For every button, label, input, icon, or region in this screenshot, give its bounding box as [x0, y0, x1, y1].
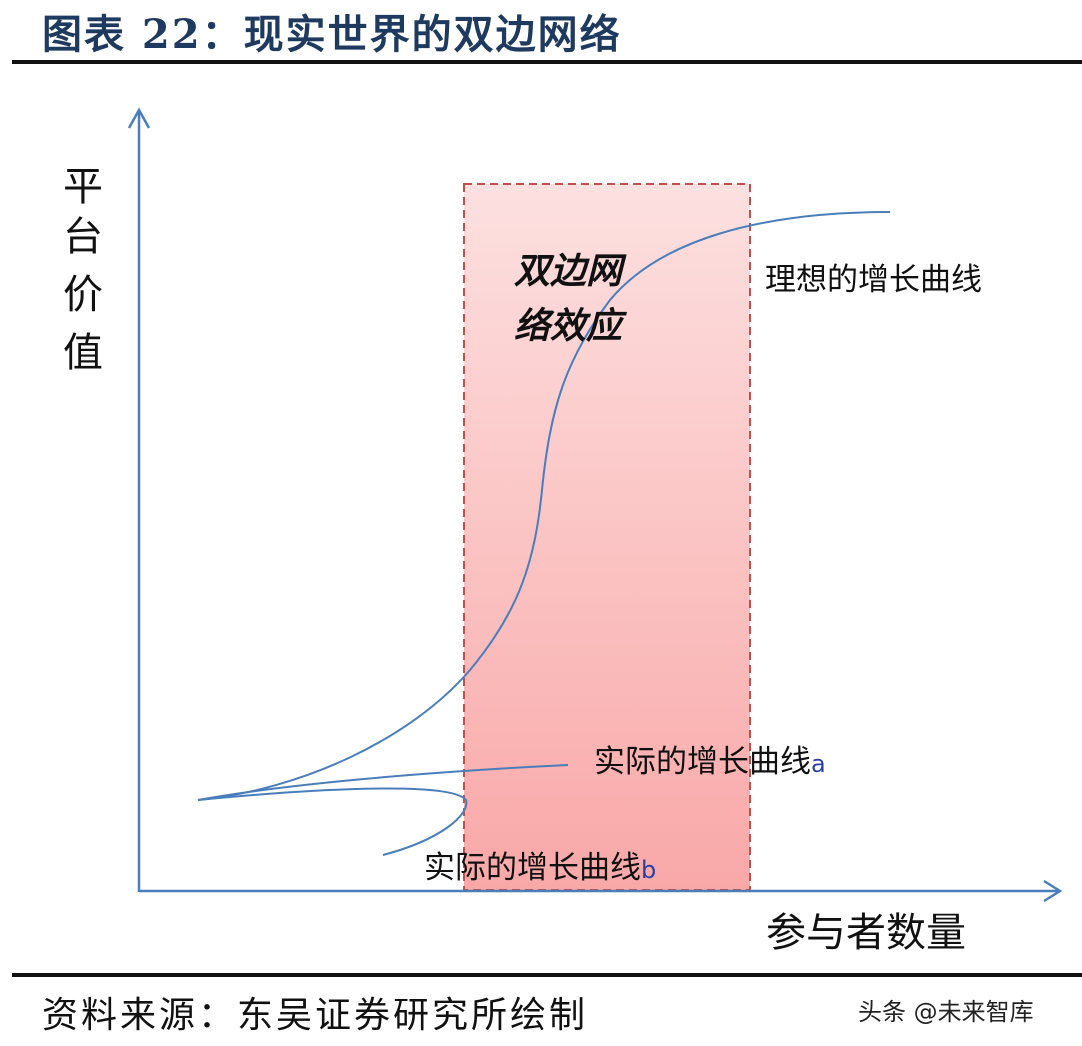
bottom-divider: [12, 973, 1082, 977]
x-axis-label: 参与者数量: [766, 910, 966, 956]
y-axis-label-char: 平: [63, 164, 103, 210]
x-axis-arrow-icon: [1043, 879, 1063, 903]
zone-label-line1: 双边网: [514, 250, 627, 292]
figure-title: 图表 22：现实世界的双边网络: [42, 11, 622, 58]
y-axis: [127, 107, 151, 892]
source-note: 资料来源：东吴证券研究所绘制: [42, 995, 589, 1036]
y-axis-label-char: 价: [63, 272, 103, 318]
x-axis: [139, 879, 1063, 903]
ideal-growth-curve: [197, 211, 891, 801]
zone-label-line2: 络效应: [514, 305, 628, 347]
actual-curve-b-suffix: b: [641, 856, 656, 884]
watermark: 头条 @未来智库: [858, 998, 1034, 1026]
actual-growth-curve-b: [197, 787, 468, 856]
y-axis-label: 平 台 价 值: [63, 164, 103, 376]
actual-growth-curve-a: [197, 764, 569, 801]
actual-curve-b-label: 实际的增长曲线b: [424, 850, 656, 886]
actual-curve-a-suffix: a: [811, 750, 826, 778]
y-axis-label-char: 值: [63, 330, 103, 376]
ideal-curve-label: 理想的增长曲线: [765, 262, 982, 298]
actual-curve-b-text: 实际的增长曲线: [424, 850, 641, 886]
top-divider: [12, 60, 1082, 64]
actual-curve-a-text: 实际的增长曲线: [594, 744, 811, 780]
network-effect-zone: [463, 183, 751, 891]
y-axis-label-char: 台: [63, 214, 103, 260]
actual-curve-a-label: 实际的增长曲线a: [594, 744, 826, 780]
y-axis-arrow-icon: [127, 107, 151, 129]
